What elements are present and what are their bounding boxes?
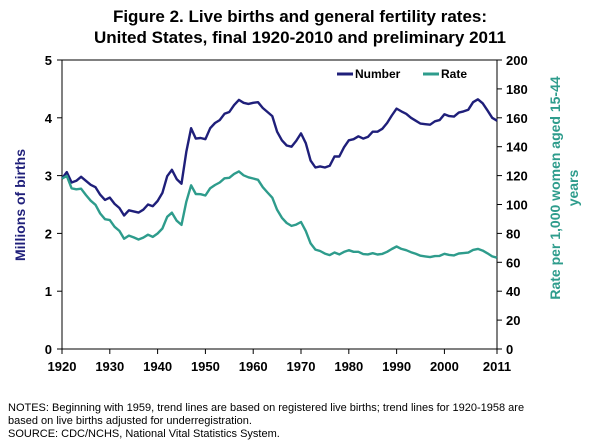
y-axis-right: 0 20 40 60 80 100 120 140 160 180 200 (497, 53, 528, 357)
plot-border (61, 59, 498, 350)
y2-axis-label-line-1: Rate per 1,000 women aged 15-44 (547, 76, 563, 300)
x-tick-label: 1960 (239, 359, 268, 374)
title-line-2: United States, final 1920-2010 and preli… (94, 28, 506, 47)
y2-axis-label-line-2: years (565, 169, 581, 206)
notes-line-3: SOURCE: CDC/NCHS, National Vital Statist… (8, 428, 280, 440)
notes-line-1: NOTES: Beginning with 1959, trend lines … (8, 402, 525, 414)
y-tick-label: 4 (45, 111, 53, 126)
title-line-1: Figure 2. Live births and general fertil… (112, 7, 488, 26)
y-tick-label: 1 (45, 284, 52, 299)
y2-tick-label: 180 (506, 82, 528, 97)
x-tick-label: 1940 (143, 359, 172, 374)
legend-label-rate: Rate (441, 67, 467, 81)
x-tick-label: 1970 (287, 359, 316, 374)
y-tick-label: 2 (45, 226, 52, 241)
x-tick-label: 1990 (382, 359, 411, 374)
y2-tick-label: 80 (506, 226, 520, 241)
x-axis: 1920 1930 1940 1950 1960 1970 1980 1990 2000 2011 (48, 349, 511, 374)
x-tick-label: 1920 (48, 359, 77, 374)
legend-label-number: Number (355, 67, 401, 81)
y-tick-label: 0 (45, 342, 52, 357)
series-line-rate (61, 170, 498, 259)
chart-title: Figure 2. Live births and general fertil… (0, 6, 600, 48)
line-chart: 1920 1930 1940 1950 1960 1970 1980 1990 2000 2011… (12, 53, 581, 374)
notes-line-2: based on live births adjusted for underr… (8, 415, 252, 427)
series-layer (61, 98, 498, 259)
y-axis-left: 0 1 2 3 4 5 (45, 53, 62, 357)
x-tick-label: 2011 (483, 359, 511, 374)
plot-area (61, 59, 498, 350)
y2-tick-label: 120 (506, 169, 528, 184)
y-tick-label: 3 (45, 169, 52, 184)
y2-tick-label: 60 (506, 255, 520, 270)
x-tick-label: 1980 (334, 359, 363, 374)
y2-tick-label: 20 (506, 313, 520, 328)
series-line-number (61, 98, 498, 217)
x-tick-label: 2000 (430, 359, 459, 374)
y2-tick-label: 160 (506, 111, 528, 126)
notes: NOTES: Beginning with 1959, trend lines … (8, 402, 598, 441)
y2-tick-label: 100 (506, 198, 528, 213)
x-tick-label: 1930 (95, 359, 124, 374)
y2-tick-label: 0 (506, 342, 513, 357)
legend: Number Rate (337, 67, 467, 81)
y-axis-label: Millions of births (12, 149, 28, 261)
y2-tick-label: 140 (506, 140, 528, 155)
y2-tick-label: 200 (506, 53, 528, 68)
x-tick-label: 1950 (191, 359, 220, 374)
y2-tick-label: 40 (506, 284, 520, 299)
y-tick-label: 5 (45, 53, 52, 68)
